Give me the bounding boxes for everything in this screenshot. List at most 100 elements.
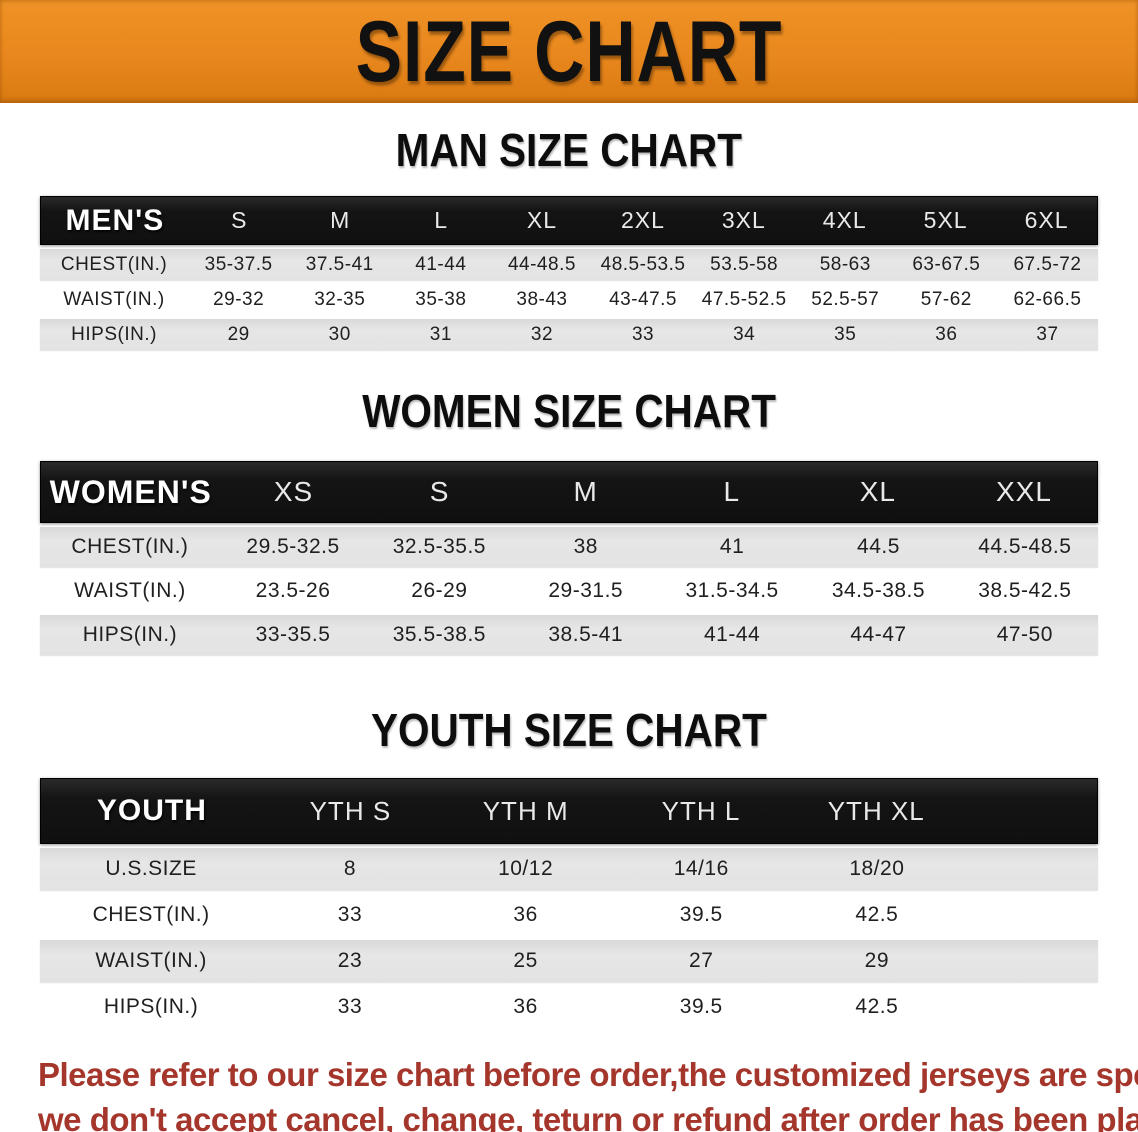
size-value-cell: 67.5-72	[1013, 253, 1082, 275]
disclaimer-line-1: Please refer to our size chart before or…	[38, 1056, 1138, 1093]
size-column-header: XS	[273, 476, 314, 507]
size-value-cell: 38-43	[516, 288, 568, 310]
size-column-header: XL	[526, 207, 558, 233]
disclaimer-line-2: we don't accept cancel, change, teturn o…	[38, 1101, 1138, 1132]
size-column-header: YTH XL	[827, 795, 925, 826]
table-row: WAIST(IN.) 23.5-26 26-29 29-31.5 31.5-34.5 34…	[40, 571, 1098, 611]
size-value-cell: 38	[573, 535, 598, 558]
women-size-table: WOMEN'S XS S M L XL XXL CHEST(IN.) 29.5-32.5 32…	[40, 461, 1098, 655]
size-column-header: 6XL	[1024, 207, 1069, 233]
size-value-cell: 58-63	[819, 253, 871, 275]
size-value-cell: 43-47.5	[609, 288, 678, 310]
size-value-cell: 38.5-41	[548, 623, 624, 646]
size-column-header: XL	[859, 476, 896, 507]
size-column-header: YTH M	[482, 795, 569, 826]
size-value-cell: 29.5-32.5	[246, 535, 340, 558]
size-value-cell: 33-35.5	[255, 623, 331, 646]
size-value-cell: 41	[719, 535, 745, 558]
size-value-cell: 32-35	[314, 288, 366, 310]
row-label: HIPS(IN.)	[71, 323, 157, 345]
men-size-table: MEN'S S M L XL 2XL 3XL 4XL 5XL 6XL CHEST(IN.) 35-…	[40, 196, 1098, 350]
row-label: CHEST(IN.)	[60, 253, 168, 275]
size-value-cell: 39.5	[679, 995, 723, 1018]
women-section-heading: WOMEN SIZE CHART	[362, 385, 776, 437]
size-value-cell: 63-67.5	[912, 253, 981, 275]
size-value-cell: 18/20	[849, 857, 905, 880]
men-section-heading: MAN SIZE CHART	[395, 124, 743, 176]
size-chart-banner: SIZE CHART	[0, 0, 1138, 103]
size-value-cell: 33	[337, 903, 363, 926]
row-label: CHEST(IN.)	[71, 535, 189, 558]
size-value-cell: 31.5-34.5	[685, 579, 779, 602]
size-value-cell: 8	[343, 857, 357, 880]
size-value-cell: 44.5-48.5	[978, 535, 1072, 558]
size-value-cell: 23.5-26	[255, 579, 331, 602]
size-value-cell: 35.5-38.5	[392, 623, 486, 646]
size-column-header: YTH S	[309, 795, 392, 826]
size-value-cell: 42.5	[855, 995, 899, 1018]
table-row: CHEST(IN.) 29.5-32.5 32.5-35.5 38 41 44.5 44.5…	[40, 527, 1098, 567]
size-value-cell: 53.5-58	[710, 253, 779, 275]
size-value-cell: 41-44	[415, 253, 467, 275]
size-value-cell: 35-37.5	[204, 253, 273, 275]
row-label: HIPS(IN.)	[103, 995, 199, 1018]
size-column-header: 4XL	[822, 207, 867, 233]
size-value-cell: 36	[513, 903, 538, 926]
size-value-cell: 31	[429, 323, 452, 345]
table-row: HIPS(IN.) 29 30 31 32 33 34 35 36 37	[40, 319, 1098, 350]
size-column-header: 2XL	[620, 207, 665, 233]
size-value-cell: 29-31.5	[548, 579, 624, 602]
size-value-cell: 23	[337, 949, 363, 972]
size-value-cell: 38.5-42.5	[978, 579, 1072, 602]
row-label: WAIST(IN.)	[74, 579, 186, 602]
size-value-cell: 14/16	[673, 857, 729, 880]
table-row: HIPS(IN.) 33-35.5 35.5-38.5 38.5-41 41-44 44-…	[40, 615, 1098, 655]
size-value-cell: 44-48.5	[507, 253, 576, 275]
row-label: CHEST(IN.)	[92, 903, 210, 926]
size-column-header: L	[434, 207, 448, 233]
size-value-cell: 25	[513, 949, 538, 972]
size-value-cell: 42.5	[855, 903, 899, 926]
disclaimer-note: Please refer to our size chart before or…	[0, 1052, 1138, 1132]
size-value-cell: 39.5	[679, 903, 723, 926]
size-value-cell: 27	[689, 949, 714, 972]
size-value-cell: 29-32	[213, 288, 265, 310]
table-row: WAIST(IN.) 23 25 27 29	[40, 940, 1098, 982]
size-column-header: YTH L	[661, 795, 741, 826]
size-column-header: 3XL	[721, 207, 766, 233]
size-value-cell: 35	[834, 323, 857, 345]
size-column-header: S	[231, 207, 248, 233]
size-column-header: S	[429, 476, 450, 507]
size-value-cell: 32	[530, 323, 554, 345]
size-column-header: M	[330, 207, 351, 233]
size-value-cell: 10/12	[498, 857, 554, 880]
women-table-header-label: WOMEN'S	[49, 473, 212, 510]
size-value-cell: 41-44	[703, 623, 761, 646]
youth-table-header-label: YOUTH	[96, 794, 207, 827]
page-title: SIZE CHART	[355, 3, 783, 100]
size-column-header: XXL	[995, 476, 1052, 507]
size-value-cell: 62-66.5	[1013, 288, 1082, 310]
size-value-cell: 37	[1036, 323, 1059, 345]
size-value-cell: 34	[733, 323, 756, 345]
table-row: CHEST(IN.) 33 36 39.5 42.5	[40, 894, 1098, 936]
women-table-header-row: WOMEN'S XS S M L XL XXL	[40, 461, 1098, 523]
table-row: U.S.SIZE 8 10/12 14/16 18/20	[40, 848, 1098, 890]
size-column-header: M	[573, 476, 598, 507]
size-value-cell: 30	[328, 323, 351, 345]
size-value-cell: 34.5-38.5	[831, 579, 926, 602]
size-value-cell: 52.5-57	[811, 288, 880, 310]
table-row: HIPS(IN.) 33 36 39.5 42.5	[40, 986, 1098, 1028]
men-table-header-row: MEN'S S M L XL 2XL 3XL 4XL 5XL 6XL	[40, 196, 1098, 245]
size-value-cell: 57-62	[920, 288, 972, 310]
row-label: U.S.SIZE	[105, 857, 197, 880]
size-value-cell: 37.5-41	[305, 253, 374, 275]
men-table-header-label: MEN'S	[65, 203, 165, 237]
size-value-cell: 32.5-35.5	[392, 535, 486, 558]
size-value-cell: 36	[935, 323, 958, 345]
size-column-header: L	[723, 476, 741, 507]
size-value-cell: 47-50	[996, 623, 1053, 646]
youth-section-heading: YOUTH SIZE CHART	[371, 704, 767, 756]
size-value-cell: 44.5	[857, 535, 900, 558]
youth-size-table: YOUTH YTH S YTH M YTH L YTH XL U.S.SIZE 8 10/…	[40, 778, 1098, 1028]
